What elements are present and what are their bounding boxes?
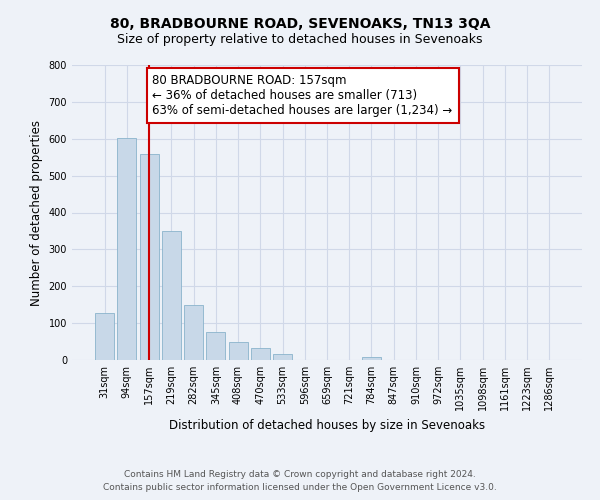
Bar (140, 154, 158, 360)
Text: 80, BRADBOURNE ROAD, SEVENOAKS, TN13 3QA: 80, BRADBOURNE ROAD, SEVENOAKS, TN13 3QA (110, 18, 490, 32)
Bar (118, 138, 136, 360)
Bar (206, 332, 225, 360)
Bar (273, 354, 292, 360)
Bar (251, 348, 270, 360)
Text: Contains HM Land Registry data © Crown copyright and database right 2024.
Contai: Contains HM Land Registry data © Crown c… (103, 470, 497, 492)
Y-axis label: Number of detached properties: Number of detached properties (30, 120, 43, 306)
X-axis label: Distribution of detached houses by size in Sevenoaks: Distribution of detached houses by size … (169, 418, 485, 432)
Bar (362, 357, 381, 360)
Text: 80 BRADBOURNE ROAD: 157sqm
← 36% of detached houses are smaller (713)
63% of sem: 80 BRADBOURNE ROAD: 157sqm ← 36% of deta… (152, 74, 452, 117)
Bar (229, 342, 248, 360)
Bar (184, 304, 203, 360)
Text: Size of property relative to detached houses in Sevenoaks: Size of property relative to detached ho… (117, 32, 483, 46)
Bar (95, 313, 114, 360)
Bar (162, 231, 181, 360)
